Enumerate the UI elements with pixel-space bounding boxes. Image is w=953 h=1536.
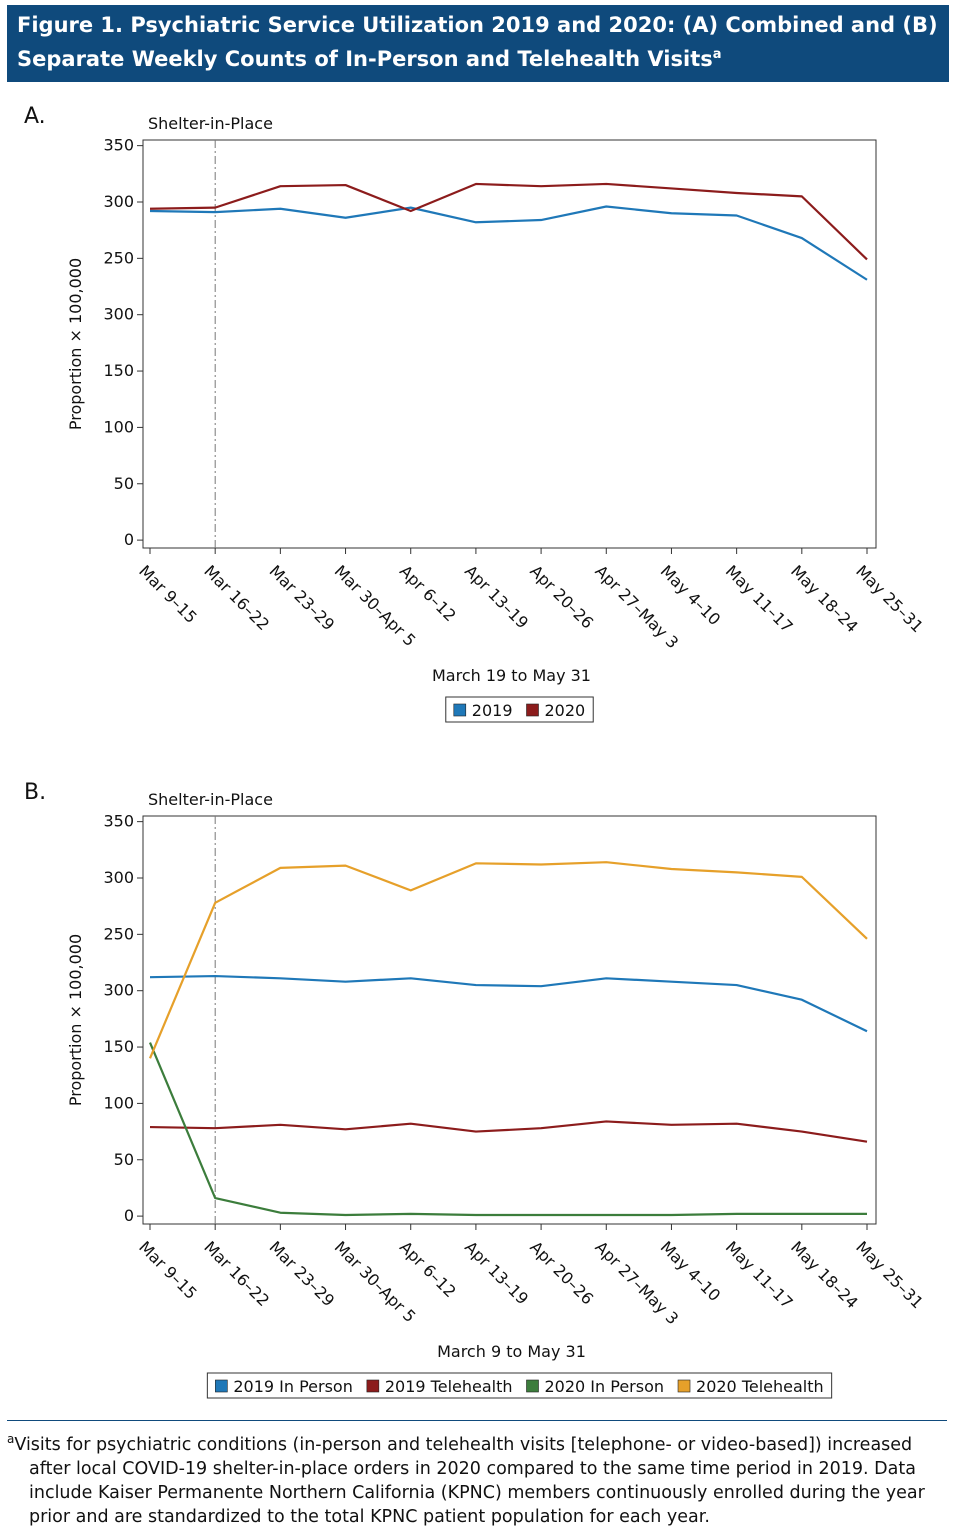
panel-label: A. (24, 104, 46, 129)
legend-swatch (526, 703, 539, 717)
legend-swatch (677, 1379, 691, 1393)
series-line (149, 182, 868, 261)
title-mark: a (712, 47, 722, 62)
footnote-text: Visits for psychiatric conditions (in-pe… (14, 1434, 925, 1527)
y-tick-label: 300 (103, 192, 134, 211)
legend: 2019 In Person 2019 Telehealth 2020 In Per… (206, 1372, 833, 1399)
y-tick-label: 0 (124, 530, 134, 549)
y-tick-label: 100 (103, 417, 134, 436)
x-tick-label: Mar 9–15 (135, 561, 201, 627)
x-tick-label: May 4–10 (657, 561, 725, 629)
x-tick-label: Mar 16–22 (200, 1237, 273, 1310)
y-tick-label: 0 (124, 1206, 134, 1225)
shelter-label: Shelter-in-Place (148, 790, 273, 809)
legend-label: 2019 Telehealth (385, 1377, 513, 1396)
x-tick-label: Apr 6–12 (396, 561, 460, 625)
x-tick-label: Apr 20–26 (526, 561, 597, 632)
x-tick-label: May 11–17 (722, 561, 797, 636)
y-axis-label: Proportion × 100,000 (66, 934, 85, 1106)
plot-frame (142, 139, 877, 549)
legend-label: 2020 Telehealth (696, 1377, 824, 1396)
series-line (149, 1120, 868, 1143)
x-tick-label: May 4–10 (657, 1237, 725, 1305)
y-tick-label: 150 (103, 361, 134, 380)
footnote: aVisits for psychiatric conditions (in-p… (7, 1420, 947, 1529)
x-axis-label: March 9 to May 31 (437, 1342, 586, 1361)
y-tick-label: 300 (103, 305, 134, 324)
x-tick-label: May 25–31 (852, 1237, 927, 1312)
panel-label: B. (24, 780, 46, 805)
figure-title: Figure 1. Psychiatric Service Utilizatio… (17, 13, 938, 71)
figure-header: Figure 1. Psychiatric Service Utilizatio… (7, 5, 949, 82)
series-line (148, 861, 868, 1059)
x-tick-label: May 25–31 (852, 561, 927, 636)
y-tick-label: 250 (103, 924, 134, 943)
y-tick-label: 50 (114, 474, 134, 493)
x-axis-label: March 19 to May 31 (432, 666, 591, 685)
x-tick-label: Apr 6–12 (396, 1237, 460, 1301)
series-line (149, 205, 868, 281)
y-tick-label: 250 (103, 248, 134, 267)
y-axis-label: Proportion × 100,000 (66, 258, 85, 430)
x-tick-label: Apr 13–19 (461, 1237, 532, 1308)
legend-swatch (215, 1379, 228, 1393)
y-tick-label: 50 (114, 1150, 134, 1169)
x-tick-label: Mar 16–22 (200, 561, 273, 634)
x-tick-label: May 18–24 (787, 1237, 862, 1312)
legend-label: 2020 (545, 701, 586, 720)
plot-frame (142, 815, 877, 1225)
legend-box (206, 1372, 833, 1399)
legend-label: 2019 (472, 701, 513, 720)
y-tick-label: 300 (103, 868, 134, 887)
legend: 2019 2020 (445, 696, 594, 723)
legend-swatch (526, 1379, 539, 1393)
legend-label: 2019 In Person (233, 1377, 353, 1396)
y-tick-label: 300 (103, 981, 134, 1000)
legend-swatch (366, 1379, 380, 1393)
footnote-mark: a (7, 1432, 15, 1446)
legend-swatch (453, 703, 467, 717)
series-line (149, 974, 868, 1033)
y-tick-label: 100 (103, 1093, 134, 1112)
x-tick-label: Mar 23–29 (266, 561, 339, 634)
x-tick-label: Apr 20–26 (526, 1237, 597, 1308)
series-line (148, 1042, 867, 1217)
shelter-label: Shelter-in-Place (148, 114, 273, 133)
x-tick-label: Apr 13–19 (461, 561, 532, 632)
x-tick-label: May 11–17 (722, 1237, 797, 1312)
x-tick-label: May 18–24 (787, 561, 862, 636)
legend-label: 2020 In Person (545, 1377, 665, 1396)
y-tick-label: 350 (103, 136, 134, 155)
y-tick-label: 150 (103, 1037, 134, 1056)
y-tick-label: 350 (103, 812, 134, 831)
x-tick-label: Mar 23–29 (266, 1237, 339, 1310)
legend-box (445, 696, 594, 723)
x-tick-label: Mar 9–15 (135, 1237, 201, 1303)
